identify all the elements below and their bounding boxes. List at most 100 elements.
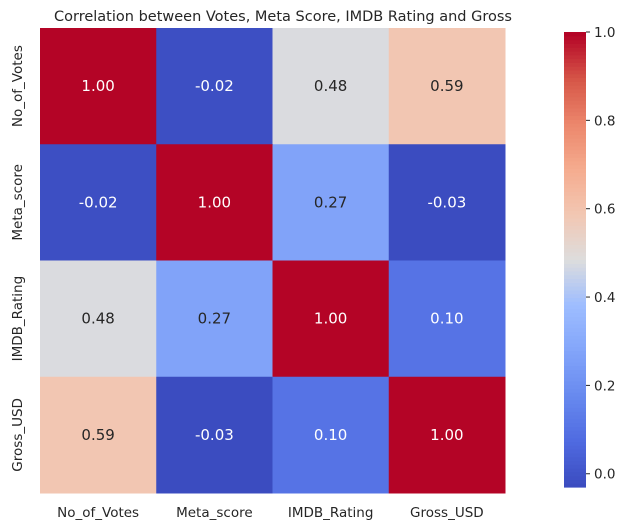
cell-annotation: 0.59	[81, 426, 114, 444]
y-axis-ticks: No_of_Votes Meta_score IMDB_Rating Gross_US…	[10, 45, 26, 472]
colorbar-segment	[564, 339, 586, 344]
y-tick-label: Meta_score	[10, 164, 26, 241]
colorbar-segment	[564, 47, 586, 52]
colorbar-tick-label: 0.6	[594, 202, 615, 218]
colorbar-segment	[564, 73, 586, 79]
colorbar-segment	[564, 369, 586, 374]
heatmap-cell	[272, 28, 390, 145]
colorbar-segment	[564, 358, 586, 363]
colorbar-segment	[564, 422, 586, 427]
colorbar-segment	[564, 248, 586, 253]
colorbar-segment	[564, 39, 586, 44]
heatmap-cell	[40, 376, 157, 494]
colorbar-segment	[564, 123, 586, 128]
cell-annotation: 1.00	[81, 77, 114, 95]
colorbar-segment	[564, 263, 586, 268]
colorbar-segment	[564, 380, 586, 386]
colorbar-segment	[564, 282, 586, 287]
colorbar-segment	[564, 460, 586, 465]
colorbar-tick-label: 0.8	[594, 113, 615, 129]
colorbar-segment	[564, 172, 586, 177]
colorbar-tick-label: 0.0	[594, 467, 615, 483]
colorbar-segment	[564, 471, 586, 477]
colorbar-segment	[564, 32, 586, 37]
colorbar-segment	[564, 445, 586, 450]
colorbar-segment	[564, 58, 586, 63]
colorbar-segment	[564, 267, 586, 272]
colorbar-segment	[564, 483, 586, 488]
colorbar-segment	[564, 191, 586, 196]
colorbar-segment	[564, 168, 586, 173]
x-tick-label: Gross_USD	[410, 505, 484, 521]
colorbar-segment	[564, 69, 586, 75]
colorbar-segment	[564, 373, 586, 378]
colorbar-segment	[564, 134, 586, 139]
colorbar-segment	[564, 183, 586, 189]
colorbar-segment	[564, 187, 586, 192]
colorbar-segment	[564, 437, 586, 443]
cell-annotation: -0.02	[79, 193, 118, 211]
heatmap-cell	[156, 28, 273, 145]
x-tick-label: IMDB_Rating	[288, 505, 374, 521]
colorbar-segment	[564, 50, 586, 56]
cell-annotation: 0.27	[314, 193, 347, 211]
colorbar-segment	[564, 100, 586, 105]
colorbar-segment	[564, 365, 586, 371]
cell-annotation: 0.48	[314, 77, 347, 95]
colorbar-segment	[564, 225, 586, 230]
colorbar-segment	[564, 88, 586, 94]
colorbar-segment	[564, 62, 586, 67]
x-tick-label: Meta_score	[176, 505, 253, 521]
colorbar-tick-label: 0.2	[594, 378, 615, 394]
colorbar-segment	[564, 202, 586, 208]
colorbar-segment	[564, 320, 586, 325]
colorbar-segment	[564, 153, 586, 158]
colorbar-segment	[564, 221, 586, 226]
colorbar-segment	[564, 77, 586, 82]
heatmap-cell	[156, 376, 273, 494]
colorbar-segment	[564, 418, 586, 424]
colorbar-segment	[564, 274, 586, 280]
cell-annotation: -0.02	[195, 77, 234, 95]
colorbar-segment	[564, 255, 586, 261]
colorbar-segment	[564, 240, 586, 245]
colorbar-segment	[564, 179, 586, 185]
cell-annotation: 0.59	[430, 77, 463, 95]
colorbar-segment	[564, 433, 586, 439]
colorbar-tick-label: 1.0	[594, 25, 615, 41]
colorbar-segment	[564, 464, 586, 469]
colorbar-segment	[564, 176, 586, 181]
colorbar-segment	[564, 66, 586, 71]
colorbar-segment	[564, 54, 586, 60]
heatmap-cell	[388, 28, 506, 145]
colorbar-segment	[564, 232, 586, 238]
colorbar-segment	[564, 331, 586, 336]
colorbar-segment	[564, 449, 586, 454]
colorbar-segment	[564, 96, 586, 101]
cell-annotation: 0.48	[81, 310, 114, 328]
colorbar-segment	[564, 35, 586, 41]
colorbar-segment	[564, 85, 586, 90]
cell-annotation: 0.27	[198, 310, 231, 328]
colorbar-segment	[564, 104, 586, 109]
heatmap-cell	[388, 376, 506, 494]
colorbar-segment	[564, 115, 586, 120]
y-tick-label: No_of_Votes	[10, 45, 26, 127]
colorbar-segment	[564, 92, 586, 98]
colorbar-segment	[564, 305, 586, 310]
colorbar-segment	[564, 195, 586, 200]
cell-annotation: 1.00	[314, 310, 347, 328]
colorbar-segment	[564, 411, 586, 416]
colorbar-segment	[564, 149, 586, 154]
heatmap-cell	[156, 260, 273, 378]
colorbar-segment	[564, 452, 586, 458]
colorbar-segment	[564, 301, 586, 306]
colorbar-segment	[564, 361, 586, 367]
colorbar-segment	[564, 107, 586, 113]
colorbar-segment	[564, 138, 586, 143]
heatmap-cell	[272, 144, 390, 261]
colorbar-segment	[564, 327, 586, 333]
colorbar-segment	[564, 157, 586, 162]
heatmap-cell	[40, 260, 157, 378]
heatmap-cells	[40, 28, 506, 494]
